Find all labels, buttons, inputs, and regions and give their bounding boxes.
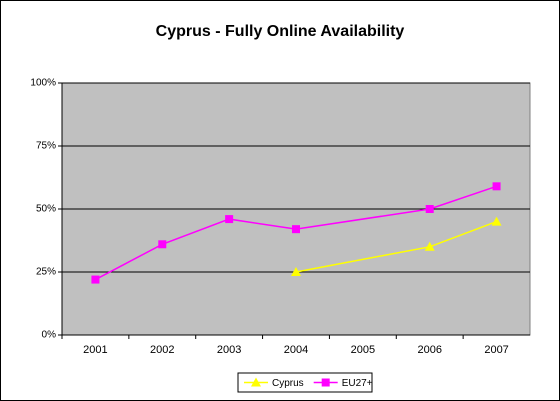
chart-title: Cyprus - Fully Online Availability bbox=[156, 23, 405, 40]
legend-marker bbox=[321, 378, 330, 387]
data-point bbox=[292, 225, 300, 234]
data-point bbox=[158, 240, 167, 249]
x-tick-label: 2002 bbox=[150, 344, 174, 356]
y-tick-label: 100% bbox=[30, 78, 56, 89]
legend-label: EU27+ bbox=[342, 378, 373, 389]
data-point bbox=[491, 216, 502, 226]
y-tick-label: 75% bbox=[36, 141, 56, 152]
data-point bbox=[291, 267, 301, 276]
legend-label: Cyprus bbox=[272, 378, 304, 389]
y-tick-label: 25% bbox=[36, 267, 56, 278]
x-tick-label: 2007 bbox=[484, 344, 508, 356]
legend-marker bbox=[251, 377, 261, 387]
x-tick-label: 2001 bbox=[83, 344, 107, 356]
y-tick-label: 0% bbox=[42, 330, 57, 341]
data-point bbox=[91, 275, 100, 284]
x-tick-label: 2005 bbox=[351, 344, 375, 356]
data-point bbox=[492, 182, 501, 191]
x-tick-label: 2003 bbox=[217, 344, 241, 356]
data-point bbox=[425, 205, 434, 213]
y-tick-label: 50% bbox=[36, 204, 56, 215]
data-point bbox=[225, 215, 234, 224]
data-point bbox=[424, 241, 435, 251]
legend-box bbox=[237, 372, 373, 393]
x-tick-label: 2006 bbox=[417, 344, 441, 356]
series-line bbox=[95, 185, 497, 281]
x-tick-label: 2004 bbox=[284, 344, 308, 356]
